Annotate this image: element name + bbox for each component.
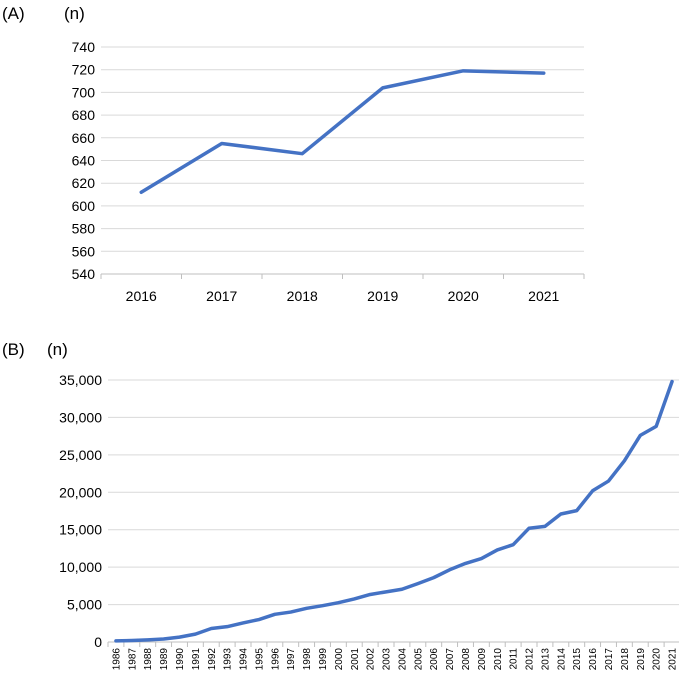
x-tick-label: 2015 bbox=[572, 648, 583, 671]
panel-b-unit-label: (n) bbox=[47, 340, 68, 359]
y-tick-label: 20,000 bbox=[59, 484, 102, 500]
y-tick-label: 560 bbox=[72, 243, 96, 259]
x-tick-label: 2008 bbox=[461, 648, 472, 671]
panel-a-unit-label: (n) bbox=[64, 4, 85, 23]
x-tick-label: 1996 bbox=[270, 648, 281, 671]
x-tick-label: 2021 bbox=[668, 648, 679, 671]
x-tick-label: 2017 bbox=[206, 288, 237, 304]
x-tick-label: 2016 bbox=[126, 288, 157, 304]
x-tick-label: 2004 bbox=[397, 648, 408, 671]
panel-a-y-tick-labels: 540 560 580 600 620 640 660 680 700 720 740 bbox=[72, 39, 96, 282]
x-tick-label: 2007 bbox=[445, 648, 456, 671]
panel-b-x-tick-labels: 1986 1987 1988 1989 1990 1991 1992 1993 1994 1995… bbox=[107, 642, 679, 671]
y-tick-label: 600 bbox=[72, 198, 96, 214]
x-tick-label: 2017 bbox=[604, 648, 615, 671]
x-tick-label: 2003 bbox=[382, 648, 393, 671]
x-tick-label: 1990 bbox=[175, 648, 186, 671]
x-tick-label: 2021 bbox=[528, 288, 559, 304]
x-tick-label: 2000 bbox=[334, 648, 345, 671]
x-tick-label: 2001 bbox=[350, 648, 361, 671]
panel-b-chart: (B) (n) 0 5,000 10,000 15,000 20,000 25,000 30… bbox=[2, 340, 679, 670]
y-tick-label: 660 bbox=[72, 130, 96, 146]
x-tick-label: 2011 bbox=[509, 648, 520, 670]
x-tick-label: 1987 bbox=[127, 648, 138, 671]
x-tick-label: 2020 bbox=[652, 648, 663, 671]
y-tick-label: 10,000 bbox=[59, 559, 102, 575]
y-tick-label: 640 bbox=[72, 153, 96, 169]
panel-b-gridlines bbox=[108, 379, 679, 606]
x-tick-label: 2018 bbox=[620, 648, 631, 671]
x-tick-label: 1997 bbox=[286, 648, 297, 671]
panel-a-chart: (A) (n) 540 560 580 600 620 640 660 680 700 720 74… bbox=[2, 4, 585, 304]
x-tick-label: 2014 bbox=[556, 648, 567, 671]
x-tick-label: 2016 bbox=[588, 648, 599, 671]
x-tick-label: 2020 bbox=[448, 288, 479, 304]
x-tick-label: 1993 bbox=[223, 648, 234, 671]
y-tick-label: 720 bbox=[72, 62, 96, 78]
x-tick-label: 2019 bbox=[636, 648, 647, 671]
x-tick-label: 2018 bbox=[287, 288, 318, 304]
y-tick-label: 620 bbox=[72, 175, 96, 191]
x-tick-label: 1998 bbox=[302, 648, 313, 671]
panel-b-label: (B) bbox=[2, 340, 25, 359]
x-tick-label: 2010 bbox=[493, 648, 504, 671]
y-tick-label: 15,000 bbox=[59, 522, 102, 538]
y-tick-label: 5,000 bbox=[67, 597, 102, 613]
x-tick-label: 2002 bbox=[366, 648, 377, 671]
y-tick-label: 700 bbox=[72, 84, 96, 100]
y-tick-label: 30,000 bbox=[59, 409, 102, 425]
x-tick-label: 1991 bbox=[191, 648, 202, 671]
x-tick-label: 2013 bbox=[540, 648, 551, 671]
x-tick-label: 1994 bbox=[239, 648, 250, 671]
x-tick-label: 2012 bbox=[525, 648, 536, 671]
x-tick-label: 1986 bbox=[111, 648, 122, 671]
x-tick-label: 2019 bbox=[367, 288, 398, 304]
x-tick-label: 1989 bbox=[159, 648, 170, 671]
x-tick-label: 1995 bbox=[254, 648, 265, 671]
panel-a-series-line bbox=[139, 69, 546, 195]
panel-a-x-tick-labels: 2016 2017 2018 2019 2020 2021 bbox=[100, 274, 585, 304]
x-tick-label: 2009 bbox=[477, 648, 488, 671]
y-tick-label: 540 bbox=[72, 266, 96, 282]
x-tick-label: 1988 bbox=[143, 648, 154, 671]
y-tick-label: 0 bbox=[94, 634, 102, 650]
x-tick-label: 1992 bbox=[207, 648, 218, 671]
panel-a-gridlines bbox=[101, 46, 584, 252]
panel-b-y-tick-labels: 0 5,000 10,000 15,000 20,000 25,000 30,000 35,0… bbox=[59, 372, 102, 650]
y-tick-label: 580 bbox=[72, 221, 96, 237]
x-tick-label: 2006 bbox=[429, 648, 440, 671]
panel-a-label: (A) bbox=[2, 4, 25, 23]
x-tick-label: 2005 bbox=[413, 648, 424, 671]
y-tick-label: 740 bbox=[72, 39, 96, 55]
y-tick-label: 25,000 bbox=[59, 447, 102, 463]
x-tick-label: 1999 bbox=[318, 648, 329, 671]
y-tick-label: 680 bbox=[72, 107, 96, 123]
y-tick-label: 35,000 bbox=[59, 372, 102, 388]
panel-b-series-line bbox=[114, 379, 674, 643]
